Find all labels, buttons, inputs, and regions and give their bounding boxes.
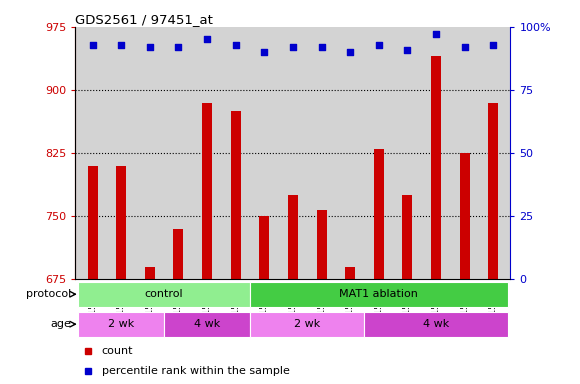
Point [260, 49, 269, 55]
Point [317, 44, 326, 50]
Text: protocol: protocol [26, 289, 71, 299]
Point [145, 44, 154, 50]
Text: 2 wk: 2 wk [294, 319, 320, 329]
Bar [317, 210, 327, 279]
Text: count: count [102, 346, 133, 356]
Point [202, 36, 212, 43]
Bar [459, 153, 470, 279]
Point [432, 31, 441, 38]
Bar [164, 311, 250, 337]
Point [460, 44, 469, 50]
Bar [202, 103, 212, 279]
Bar [88, 166, 97, 279]
Text: 2 wk: 2 wk [108, 319, 135, 329]
Text: age: age [50, 319, 71, 329]
Bar [78, 281, 250, 307]
Bar [403, 195, 412, 279]
Bar [288, 195, 298, 279]
Text: GDS2561 / 97451_at: GDS2561 / 97451_at [75, 13, 213, 26]
Bar [259, 216, 269, 279]
Bar [145, 266, 155, 279]
Bar [250, 281, 508, 307]
Text: control: control [145, 289, 183, 299]
Point [231, 41, 240, 48]
Bar [374, 149, 384, 279]
Point [174, 44, 183, 50]
Text: MAT1 ablation: MAT1 ablation [339, 289, 418, 299]
Point [288, 44, 298, 50]
Bar [173, 229, 183, 279]
Point [88, 41, 97, 48]
Point [117, 41, 126, 48]
Bar [431, 56, 441, 279]
Bar [364, 311, 508, 337]
Bar [345, 266, 355, 279]
Point [374, 41, 383, 48]
Bar [116, 166, 126, 279]
Text: 4 wk: 4 wk [423, 319, 449, 329]
Text: 4 wk: 4 wk [194, 319, 220, 329]
Text: percentile rank within the sample: percentile rank within the sample [102, 366, 289, 376]
Point [346, 49, 355, 55]
Bar [488, 103, 498, 279]
Point [488, 41, 498, 48]
Bar [78, 311, 164, 337]
Bar [231, 111, 241, 279]
Point [403, 46, 412, 53]
Bar [250, 311, 364, 337]
